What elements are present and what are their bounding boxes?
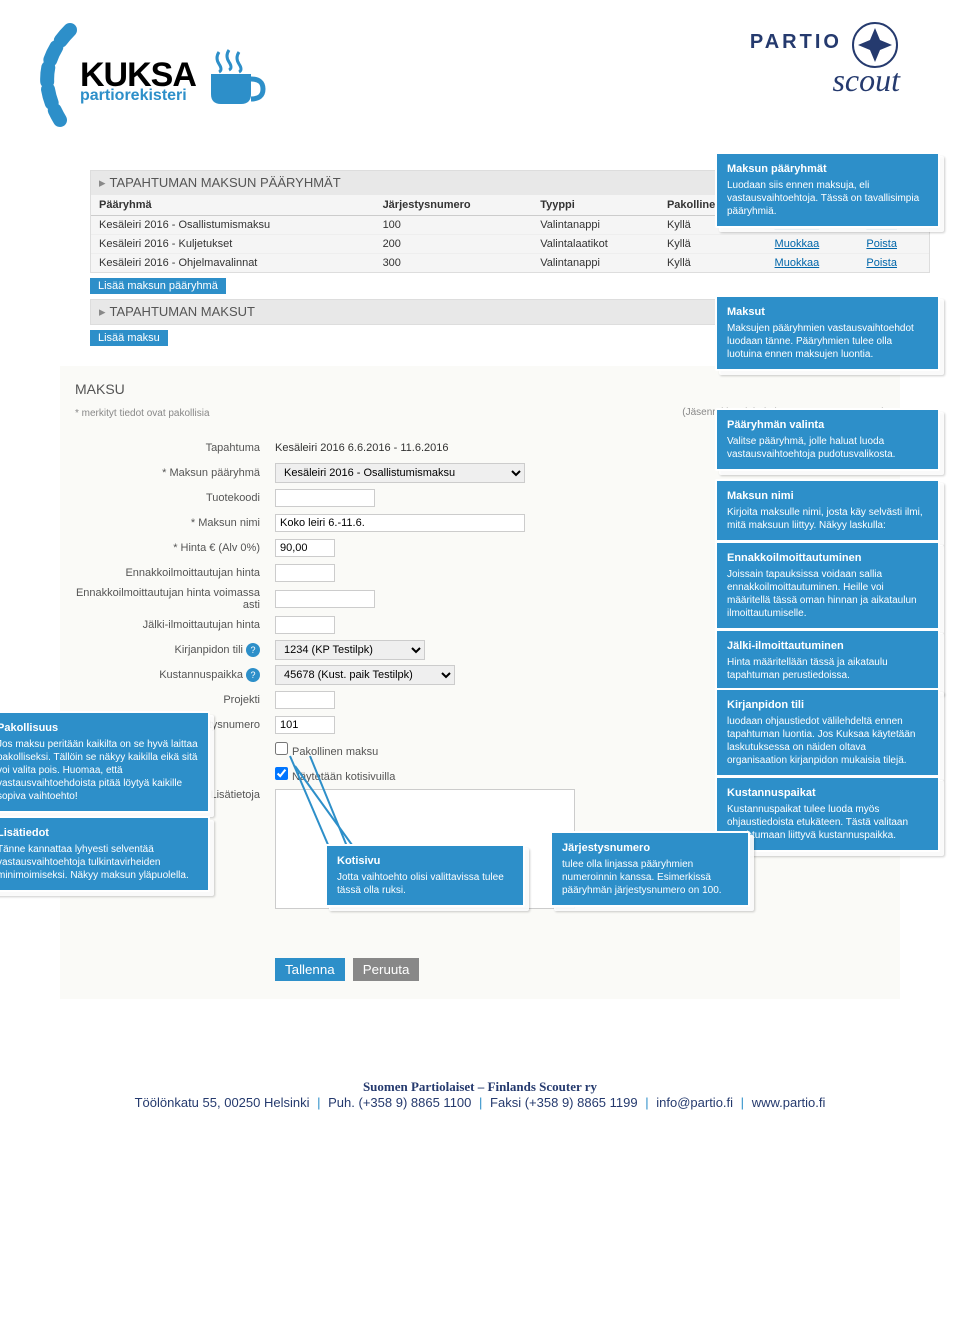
label-ennakko-voimassa: Ennakkoilmoittautujan hinta voimassa ast…: [75, 587, 275, 611]
callout-payments: Maksut Maksujen pääryhmien vastausvaihto…: [715, 295, 940, 371]
callout-pakollisuus: PakollisuusJos maksu peritään kaikilta o…: [0, 711, 210, 813]
payment-form: MAKSU * merkityt tiedot ovat pakollisia(…: [60, 366, 900, 999]
input-ennakko-voimassa[interactable]: [275, 590, 375, 608]
select-kustannus[interactable]: 45678 (Kust. paik Testilpk): [275, 665, 455, 685]
table-row: Kesäleiri 2016 - Ohjelmavalinnat 300 Val…: [91, 254, 929, 273]
label-kotisivu: Näytetään kotisivuilla: [292, 771, 395, 783]
label-paaryhma: * Maksun pääryhmä: [75, 467, 275, 479]
col-group: Pääryhmä: [91, 195, 375, 216]
select-paaryhma[interactable]: Kesäleiri 2016 - Osallistumismaksu: [275, 463, 525, 483]
callout-jalki: Jälki-ilmoittautuminenHinta määritellään…: [715, 629, 940, 692]
input-tuotekoodi[interactable]: [275, 489, 375, 507]
input-ennakko-hinta[interactable]: [275, 564, 335, 582]
required-note: * merkityt tiedot ovat pakollisia: [75, 408, 210, 419]
page-header: KUKSA partiorekisteri PARTIO scout: [0, 0, 960, 150]
curve-icon: [10, 20, 90, 140]
callout-ennakko: EnnakkoilmoittautuminenJoissain tapauksi…: [715, 541, 940, 630]
cancel-button[interactable]: Peruuta: [353, 958, 420, 981]
label-tapahtuma: Tapahtuma: [75, 442, 275, 454]
label-ennakko-hinta: Ennakkoilmoittautujan hinta: [75, 567, 275, 579]
input-nimi[interactable]: [275, 514, 525, 532]
kuksa-logo: KUKSA partiorekisteri: [10, 20, 271, 140]
page-footer: Suomen Partiolaiset – Finlands Scouter r…: [0, 1059, 960, 1130]
col-type: Tyyppi: [532, 195, 659, 216]
help-icon[interactable]: ?: [246, 668, 260, 682]
kuksa-subtitle: partiorekisteri: [80, 87, 196, 105]
col-order: Järjestysnumero: [375, 195, 533, 216]
panel-title: TAPAHTUMAN MAKSUT: [110, 304, 255, 319]
callout-kirjanpito: Kirjanpidon tililuodaan ohjaustiedot väl…: [715, 688, 940, 777]
input-jarjestys[interactable]: [275, 716, 335, 734]
footer-addr: Töölönkatu 55, 00250 Helsinki: [135, 1095, 310, 1110]
label-jalki-hinta: Jälki-ilmoittautujan hinta: [75, 619, 275, 631]
label-pakollinen: Pakollinen maksu: [292, 746, 378, 758]
footer-org: Suomen Partiolaiset – Finlands Scouter r…: [20, 1079, 940, 1095]
panel-title: TAPAHTUMAN MAKSUN PÄÄRYHMÄT: [110, 175, 341, 190]
collapse-icon[interactable]: ▸: [99, 304, 106, 319]
add-group-button[interactable]: Lisää maksun pääryhmä: [90, 278, 226, 294]
save-button[interactable]: Tallenna: [275, 958, 345, 981]
table-row: Kesäleiri 2016 - Kuljetukset 200 Valinta…: [91, 235, 929, 254]
input-projekti[interactable]: [275, 691, 335, 709]
help-icon[interactable]: ?: [246, 643, 260, 657]
partio-logo: PARTIO scout: [750, 20, 900, 99]
partio-text: PARTIO: [750, 31, 842, 53]
collapse-icon[interactable]: ▸: [99, 175, 106, 190]
callout-groups: Maksun pääryhmät Luodaan siis ennen maks…: [715, 152, 940, 228]
label-nimi: * Maksun nimi: [75, 517, 275, 529]
label-projekti: Projekti: [75, 694, 275, 706]
select-kirjanpito[interactable]: 1234 (KP Testilpk): [275, 640, 425, 660]
callout-paaryhma: Pääryhmän valintaValitse pääryhmä, jolle…: [715, 408, 940, 471]
callout-kotisivu: KotisivuJotta vaihtoehto olisi valittavi…: [325, 844, 525, 907]
form-title: MAKSU: [75, 381, 885, 397]
callout-jarjestys: Järjestysnumerotulee olla linjassa pääry…: [550, 831, 750, 907]
footer-tel: (+358 9) 8865 1100: [359, 1095, 472, 1110]
footer-email: info@partio.fi: [656, 1095, 733, 1110]
cup-icon: [201, 44, 271, 117]
edit-link[interactable]: Muokkaa: [775, 257, 820, 269]
edit-link[interactable]: Muokkaa: [775, 238, 820, 250]
label-kustannus: Kustannuspaikka: [159, 669, 243, 681]
delete-link[interactable]: Poista: [866, 238, 897, 250]
callout-lisatiedot: LisätiedotTänne kannattaa lyhyesti selve…: [0, 816, 210, 892]
checkbox-kotisivu[interactable]: [275, 767, 288, 780]
delete-link[interactable]: Poista: [866, 257, 897, 269]
checkbox-pakollinen[interactable]: [275, 742, 288, 755]
add-payment-button[interactable]: Lisää maksu: [90, 330, 168, 346]
label-kirjanpito: Kirjanpidon tili: [175, 644, 243, 656]
input-hinta[interactable]: [275, 539, 335, 557]
footer-web: www.partio.fi: [752, 1095, 826, 1110]
callout-nimi: Maksun nimiKirjoita maksulle nimi, josta…: [715, 479, 940, 542]
footer-fax-label: Faksi: [490, 1095, 521, 1110]
footer-fax: (+358 9) 8865 1199: [525, 1095, 638, 1110]
label-hinta: * Hinta € (Alv 0%): [75, 542, 275, 554]
input-jalki-hinta[interactable]: [275, 616, 335, 634]
footer-tel-label: Puh.: [328, 1095, 355, 1110]
label-tuotekoodi: Tuotekoodi: [75, 492, 275, 504]
